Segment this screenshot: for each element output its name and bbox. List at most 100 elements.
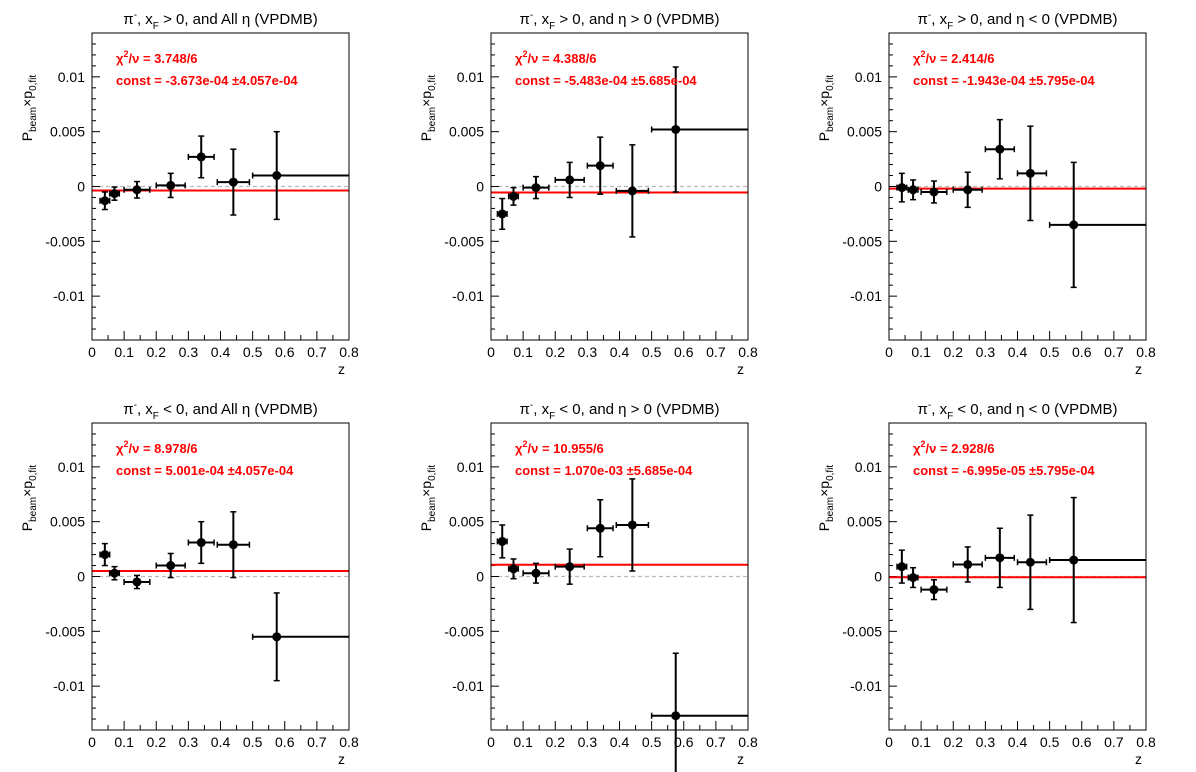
data-point <box>565 175 575 185</box>
data-point <box>196 152 206 162</box>
x-tick-label: 0.4 <box>610 344 630 360</box>
y-axis-label: Pbeam×p0,fit <box>816 465 836 532</box>
y-tick-label: 0.01 <box>457 459 484 475</box>
x-tick-label: 0.7 <box>1104 734 1124 750</box>
chi2-value: /ν = 2.928/6 <box>926 441 995 456</box>
x-tick-label: 0.7 <box>1104 344 1124 360</box>
x-axis-label: z <box>338 361 345 377</box>
title-x: , x <box>137 401 153 418</box>
y-tick-label: -0.01 <box>850 288 882 304</box>
chi2-value: /ν = 3.748/6 <box>129 51 198 66</box>
ylabel-cross: ×p <box>19 91 35 107</box>
x-tick-label: 0.3 <box>976 344 996 360</box>
y-tick-label: -0.01 <box>850 678 882 694</box>
x-tick-label: 0.7 <box>307 344 327 360</box>
x-tick-label: 0.5 <box>243 734 263 750</box>
title-x: , x <box>137 11 153 28</box>
y-tick-label: 0 <box>476 569 484 585</box>
data-point <box>132 577 142 587</box>
ylabel-p: P <box>19 132 35 141</box>
data-point <box>995 553 1005 563</box>
chi2-text: χ2/ν = 4.388/6 <box>515 49 597 66</box>
const-text: const = -1.943e-04 ±5.795e-04 <box>913 73 1095 88</box>
chi2-sup: 2 <box>920 439 925 449</box>
y-tick-label: -0.01 <box>452 288 484 304</box>
data-point <box>531 568 541 578</box>
plot-frame <box>888 422 1147 731</box>
x-tick-label: 0.4 <box>1008 734 1028 750</box>
title-sub: F <box>947 411 953 422</box>
data-point <box>1025 168 1035 178</box>
y-tick-label: 0.005 <box>449 514 484 530</box>
ylabel-p: P <box>418 522 434 531</box>
data-point <box>929 187 939 197</box>
y-axis-label: Pbeam×p0,fit <box>418 75 438 142</box>
data-point <box>166 561 176 571</box>
title-pi: π <box>520 401 530 418</box>
ylabel-sub-beam: beam <box>427 107 438 132</box>
data-point <box>132 185 142 195</box>
chart-panel-5: π-, xF < 0, and η > 0 (VPDMB) Pbeam×p0,fi… <box>418 400 758 772</box>
ylabel-p: P <box>19 522 35 531</box>
chi2-sup: 2 <box>123 439 128 449</box>
y-tick-label: 0.005 <box>847 124 882 140</box>
x-tick-label: 0.5 <box>243 344 263 360</box>
chart-panel-4: π-, xF < 0, and All η (VPDMB) Pbeam×p0,fi… <box>19 400 359 767</box>
title-sub: F <box>549 21 555 32</box>
x-tick-label: 0.5 <box>1040 734 1060 750</box>
data-point <box>196 538 206 548</box>
x-axis-label: z <box>338 751 345 767</box>
x-tick-label: 0.8 <box>738 734 758 750</box>
data-point <box>272 632 282 642</box>
data-point <box>497 536 507 546</box>
y-axis-label: Pbeam×p0,fit <box>19 75 39 142</box>
y-tick-label: -0.01 <box>53 678 85 694</box>
plot-frame <box>490 422 749 731</box>
x-tick-label: 0 <box>885 344 893 360</box>
ylabel-cross: ×p <box>19 481 35 497</box>
title-sup: - <box>530 10 533 21</box>
chi2-value: /ν = 10.955/6 <box>528 441 604 456</box>
y-tick-label: 0 <box>874 179 882 195</box>
title-rest: > 0, and All η (VPDMB) <box>159 11 318 28</box>
title-rest: > 0, and η > 0 (VPDMB) <box>555 11 719 28</box>
data-point <box>1069 555 1079 565</box>
ylabel-p: P <box>418 132 434 141</box>
data-point <box>531 183 541 193</box>
y-tick-label: 0 <box>874 569 882 585</box>
y-axis-label: Pbeam×p0,fit <box>816 75 836 142</box>
data-point <box>963 185 973 195</box>
x-tick-label: 0.6 <box>674 734 694 750</box>
chart-title: π-, xF < 0, and η < 0 (VPDMB) <box>918 400 1118 422</box>
title-rest: > 0, and η < 0 (VPDMB) <box>953 11 1117 28</box>
data-point <box>995 144 1005 154</box>
ylabel-sub-fit: 0,fit <box>28 465 39 481</box>
data-point <box>627 186 637 196</box>
const-text: const = -5.483e-04 ±5.685e-04 <box>515 73 697 88</box>
data-point <box>508 191 518 201</box>
title-sub: F <box>153 21 159 32</box>
ylabel-sub-fit: 0,fit <box>825 465 836 481</box>
chi2-symbol: χ <box>116 441 124 456</box>
x-tick-label: 0.2 <box>546 344 566 360</box>
ylabel-p: P <box>816 522 832 531</box>
y-tick-label: 0.005 <box>449 124 484 140</box>
title-x: , x <box>533 11 549 28</box>
x-tick-label: 0 <box>88 344 96 360</box>
y-tick-label: -0.005 <box>45 233 85 249</box>
x-tick-label: 0.4 <box>610 734 630 750</box>
title-sup: - <box>530 400 533 411</box>
chi2-symbol: χ <box>913 441 921 456</box>
x-tick-label: 0.7 <box>307 734 327 750</box>
x-tick-label: 0.2 <box>147 734 167 750</box>
x-axis-label: z <box>1135 361 1142 377</box>
chi2-value: /ν = 4.388/6 <box>528 51 597 66</box>
title-x: , x <box>533 401 549 418</box>
chart-panel-2: π-, xF > 0, and η > 0 (VPDMB) Pbeam×p0,fi… <box>418 10 758 377</box>
ylabel-sub-beam: beam <box>28 107 39 132</box>
title-sub: F <box>153 411 159 422</box>
x-tick-label: 0.8 <box>1136 344 1156 360</box>
data-point <box>671 711 681 721</box>
data-point <box>228 177 238 187</box>
x-tick-label: 0.5 <box>642 344 662 360</box>
